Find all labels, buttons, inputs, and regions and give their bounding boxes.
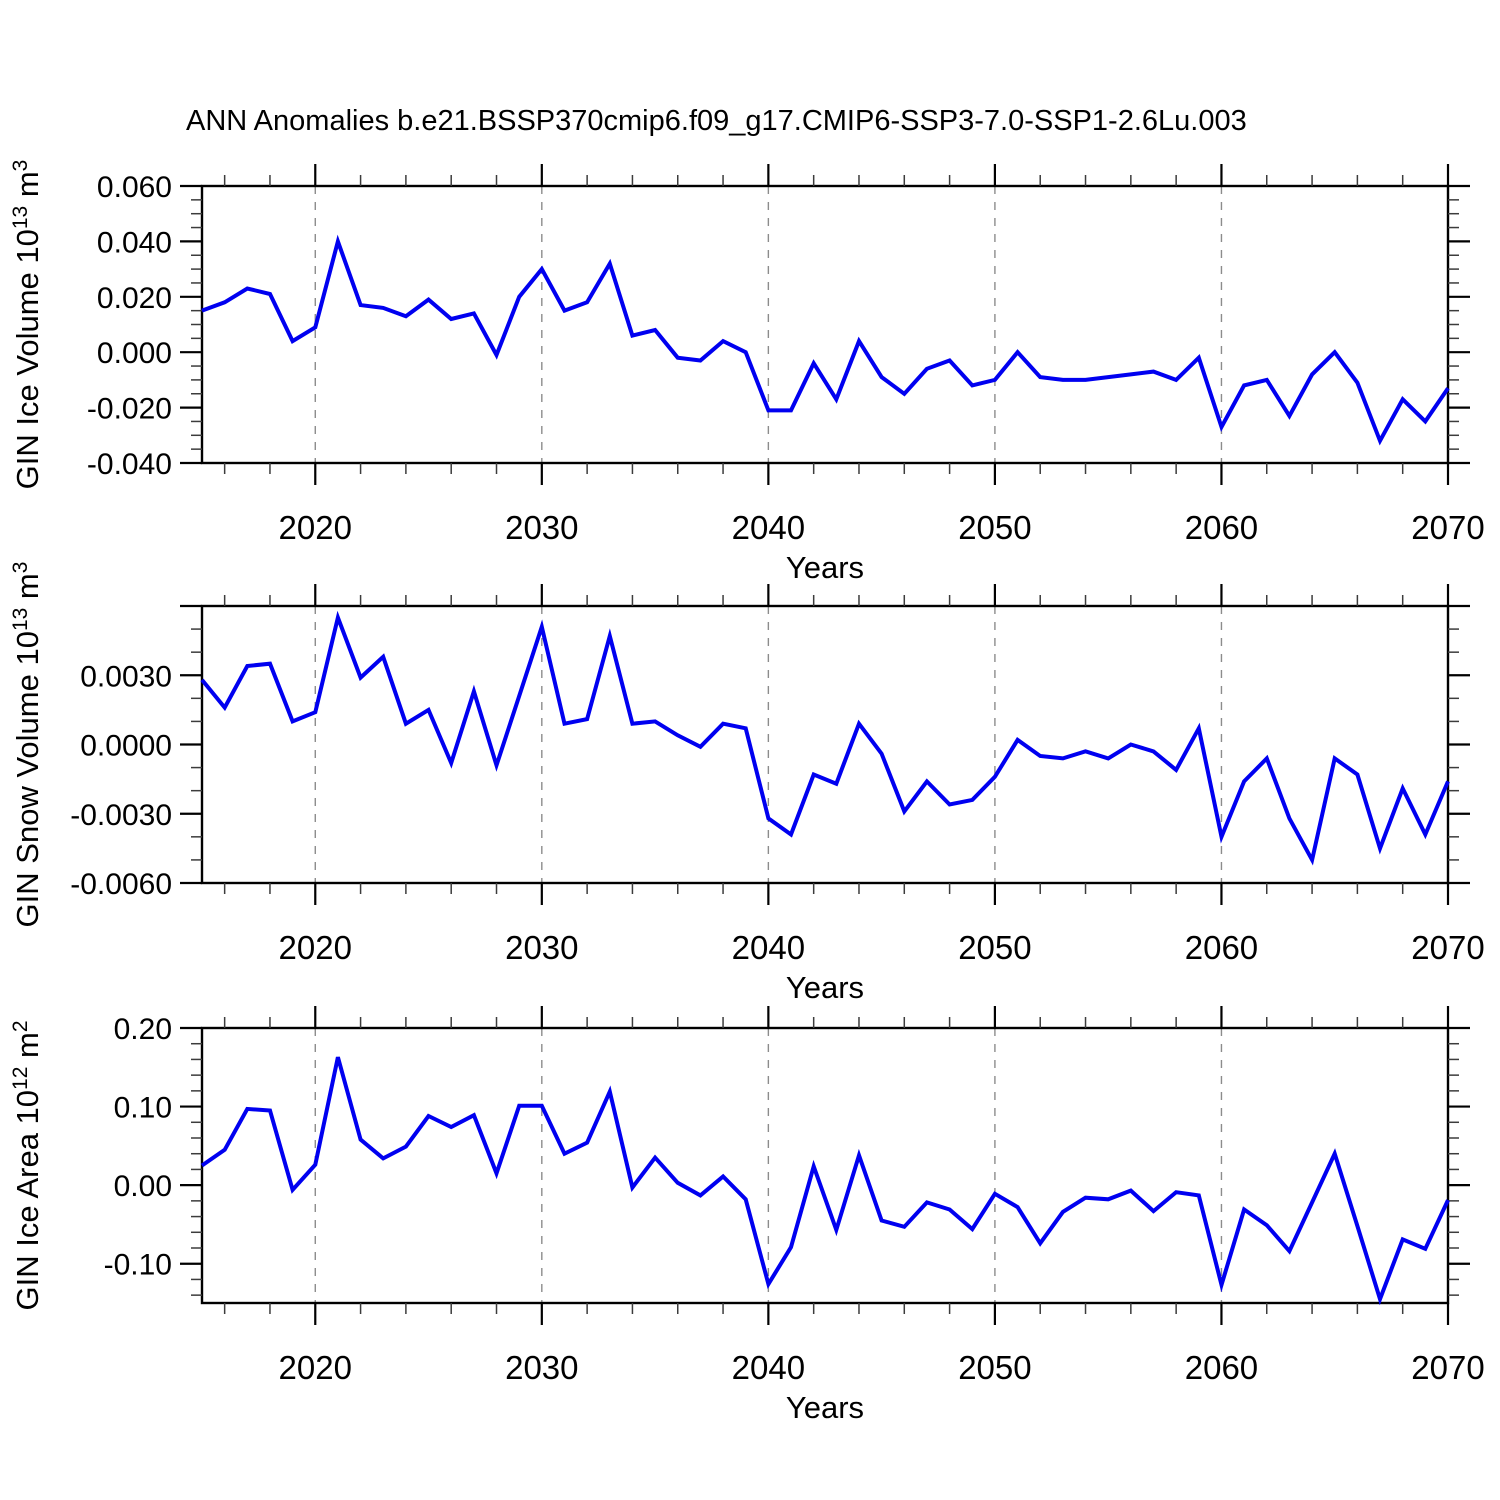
x-tick-label: 2050 — [958, 929, 1031, 966]
y-tick-label: 0.060 — [97, 171, 172, 204]
panel-gin-snow-volume: 2020 2030 2040 2050 2060 2070 0.0030 0.0000 -0.0… — [9, 562, 1485, 1005]
y-tick-label: 0.20 — [114, 1013, 172, 1046]
y-tick-label: 0.10 — [114, 1092, 172, 1125]
x-tick-label: 2030 — [505, 509, 578, 546]
plot-border — [200, 1026, 1450, 1305]
y-tick-label: 0.040 — [97, 226, 172, 259]
x-tick-label: 2020 — [279, 929, 352, 966]
x-axis-title: Years — [786, 550, 864, 585]
x-tick-label: 2040 — [732, 509, 805, 546]
x-tick-label: 2040 — [732, 1349, 805, 1386]
panel-gin-ice-volume: 2020 2030 2040 2050 2060 2070 0.060 0.040 0.020 0… — [9, 160, 1485, 585]
series-line-gin-snow-volume — [200, 610, 1450, 866]
x-tick-label: 2070 — [1411, 1349, 1484, 1386]
x-tick-label: 2050 — [958, 509, 1031, 546]
series-line-gin-ice-area — [200, 1056, 1450, 1306]
y-tick-label: 0.00 — [114, 1170, 172, 1203]
panel-gin-ice-area: 2020 2030 2040 2050 2060 2070 0.20 0.10 0.00 -0.1… — [9, 1006, 1485, 1425]
y-tick-label: 0.0000 — [80, 730, 172, 763]
y-tick-label: 0.020 — [97, 282, 172, 315]
y-tick-label: -0.0060 — [70, 868, 172, 901]
x-axis-title: Years — [786, 970, 864, 1005]
x-tick-label: 2020 — [279, 1349, 352, 1386]
y-tick-label: -0.040 — [87, 448, 172, 481]
plot-border — [200, 604, 1450, 885]
y-axis-label: GIN Snow Volume 1013 m3 — [9, 562, 45, 928]
x-tick-label: 2030 — [505, 929, 578, 966]
y-tick-label: 0.0030 — [80, 660, 172, 693]
x-tick-label: 2060 — [1185, 929, 1258, 966]
figure-title: ANN Anomalies b.e21.BSSP370cmip6.f09_g17… — [186, 105, 1247, 137]
y-axis-label: GIN Ice Area 1012 m2 — [9, 1020, 45, 1310]
plot-border — [200, 184, 1450, 465]
x-tick-label: 2070 — [1411, 929, 1484, 966]
x-tick-label: 2060 — [1185, 509, 1258, 546]
y-tick-label: -0.020 — [87, 393, 172, 426]
y-tick-label: -0.10 — [104, 1249, 172, 1282]
y-tick-label: 0.000 — [97, 337, 172, 370]
x-tick-label: 2050 — [958, 1349, 1031, 1386]
x-tick-label: 2060 — [1185, 1349, 1258, 1386]
series-line-gin-ice-volume — [201, 234, 1450, 446]
x-tick-label: 2040 — [732, 929, 805, 966]
x-axis-title: Years — [786, 1390, 864, 1425]
y-axis-label: GIN Ice Volume 1013 m3 — [9, 160, 45, 490]
panels-group: 2020 2030 2040 2050 2060 2070 0.060 0.040 0.020 0… — [9, 160, 1485, 1425]
x-tick-label: 2020 — [279, 509, 352, 546]
x-tick-label: 2070 — [1411, 509, 1484, 546]
x-tick-label: 2030 — [505, 1349, 578, 1386]
y-tick-label: -0.0030 — [70, 799, 172, 832]
